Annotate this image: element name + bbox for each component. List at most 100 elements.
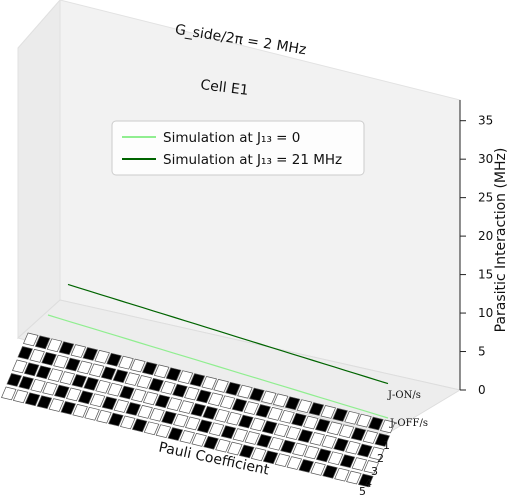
pauli-cell-2-22: [273, 423, 290, 438]
series-line-0: [47, 314, 389, 419]
pauli-cell-4-11: [131, 418, 148, 433]
pauli-cell-2-20: [250, 417, 266, 432]
pauli-cell-4-25: [298, 459, 314, 473]
pauli-cell-2-5: [71, 374, 87, 388]
pauli-cell-1-30: [374, 433, 390, 447]
pauli-cell-2-14: [178, 400, 195, 414]
pauli-cell-2-18: [226, 411, 242, 426]
pauli-cell-2-19: [238, 414, 254, 429]
pauli-cell-0-13: [177, 370, 194, 385]
pauli-cell-0-18: [237, 384, 253, 399]
pauli-cell-0-2: [46, 338, 63, 353]
series-line-1: [67, 283, 389, 385]
pauli-cell-4-7: [84, 406, 100, 421]
pauli-cell-0-15: [201, 376, 217, 390]
pauli-cell-2-0: [12, 359, 28, 374]
pauli-cell-0-24: [308, 402, 325, 416]
pauli-cell-3-1: [18, 375, 34, 390]
pauli-cell-0-11: [153, 364, 170, 379]
pauli-cell-4-10: [120, 415, 136, 430]
pauli-cell-4-4: [48, 398, 65, 412]
pauli-cell-4-0: [1, 386, 17, 401]
pauli-cell-2-25: [309, 432, 325, 446]
pauli-cell-0-5: [82, 347, 98, 361]
pauli-cell-2-30: [369, 446, 385, 461]
z-axis: 0 5 10 15 20 25 30 35: [459, 100, 493, 397]
pauli-cell-4-20: [239, 444, 255, 459]
pauli-cell-1-14: [184, 386, 200, 401]
pauli-cell-1-15: [196, 389, 212, 404]
pauli-cell-0-26: [332, 407, 348, 422]
pauli-cell-3-14: [173, 413, 189, 428]
pauli-cell-1-4: [65, 357, 81, 372]
pauli-cell-1-1: [29, 348, 45, 363]
pauli-cell-1-25: [315, 418, 331, 433]
pauli-cell-1-3: [53, 354, 69, 369]
pauli-cell-2-2: [35, 365, 52, 380]
legend-label-j13-21: Simulation at J₁₃ = 21 MHz: [163, 152, 342, 168]
pauli-cell-3-10: [125, 402, 141, 416]
pauli-cell-2-10: [131, 388, 147, 403]
pauli-cell-1-11: [148, 377, 164, 392]
pauli-cell-0-0: [23, 332, 39, 347]
pauli-cell-4-24: [286, 456, 303, 470]
pauli-cell-0-25: [320, 405, 336, 419]
pauli-cell-0-17: [225, 381, 241, 396]
pauli-cell-2-1: [23, 362, 40, 377]
pauli-cell-0-8: [118, 355, 134, 370]
pauli-cell-2-16: [202, 405, 218, 420]
pauli-cell-3-5: [66, 387, 82, 402]
pauli-cell-1-2: [41, 351, 57, 366]
pauli-cell-0-6: [94, 349, 110, 364]
pauli-cell-0-30: [380, 419, 396, 434]
pauli-cell-1-8: [112, 369, 129, 384]
pauli-cell-0-16: [213, 378, 229, 393]
z-tick-label-7: 35: [478, 114, 493, 128]
pauli-cell-1-18: [231, 398, 248, 413]
row-label-j-on: J-ON/s: [387, 390, 421, 401]
pauli-cell-3-9: [113, 399, 130, 413]
pauli-cell-1-6: [88, 363, 105, 378]
legend-label-j13-0: Simulation at J₁₃ = 0: [163, 130, 300, 146]
pauli-cell-0-4: [70, 344, 87, 358]
pauli-cell-3-7: [89, 393, 106, 408]
pauli-cell-4-28: [334, 467, 350, 482]
pauli-cell-3-22: [268, 436, 284, 451]
pauli-cell-3-17: [208, 422, 225, 437]
pauli-cell-4-23: [274, 453, 291, 468]
pauli-cell-1-13: [172, 383, 188, 398]
pauli-cell-0-9: [130, 358, 146, 373]
pauli-cell-3-18: [220, 425, 237, 440]
pauli-cell-4-9: [108, 412, 124, 427]
pauli-cell-3-8: [101, 396, 118, 411]
pauli-cell-3-16: [196, 419, 213, 434]
pauli-cell-3-30: [363, 460, 379, 474]
pauli-cell-4-1: [12, 389, 29, 404]
pauli-cell-3-3: [42, 381, 58, 396]
pauli-cell-0-12: [165, 367, 182, 382]
pauli-cell-1-29: [362, 430, 379, 444]
pauli-cell-4-15: [179, 430, 195, 444]
pauli-cell-0-1: [34, 335, 51, 350]
pauli-cell-1-17: [219, 395, 236, 410]
pauli-coefficient-grid: [1, 332, 396, 488]
z-tick-label-2: 10: [478, 306, 493, 320]
pauli-cell-3-2: [30, 378, 46, 393]
pauli-cell-4-29: [346, 470, 362, 485]
pauli-cell-1-7: [100, 366, 117, 381]
pauli-cell-0-29: [368, 416, 384, 431]
pauli-cell-4-13: [155, 424, 172, 439]
pauli-cell-1-16: [207, 392, 224, 407]
pauli-cell-2-12: [154, 394, 171, 409]
pauli-cell-3-13: [161, 410, 177, 425]
pauli-cell-4-30: [358, 473, 374, 488]
pauli-cell-1-9: [124, 372, 141, 386]
pauli-cell-3-11: [137, 404, 153, 419]
pauli-cell-4-16: [191, 432, 207, 447]
pauli-cell-0-3: [58, 341, 75, 356]
pauli-cell-1-20: [255, 404, 271, 418]
pauli-cell-3-0: [6, 373, 22, 387]
qubit-label-3: 3: [371, 465, 378, 478]
z-tick-label-6: 30: [478, 152, 493, 166]
pauli-cell-0-20: [261, 390, 277, 405]
